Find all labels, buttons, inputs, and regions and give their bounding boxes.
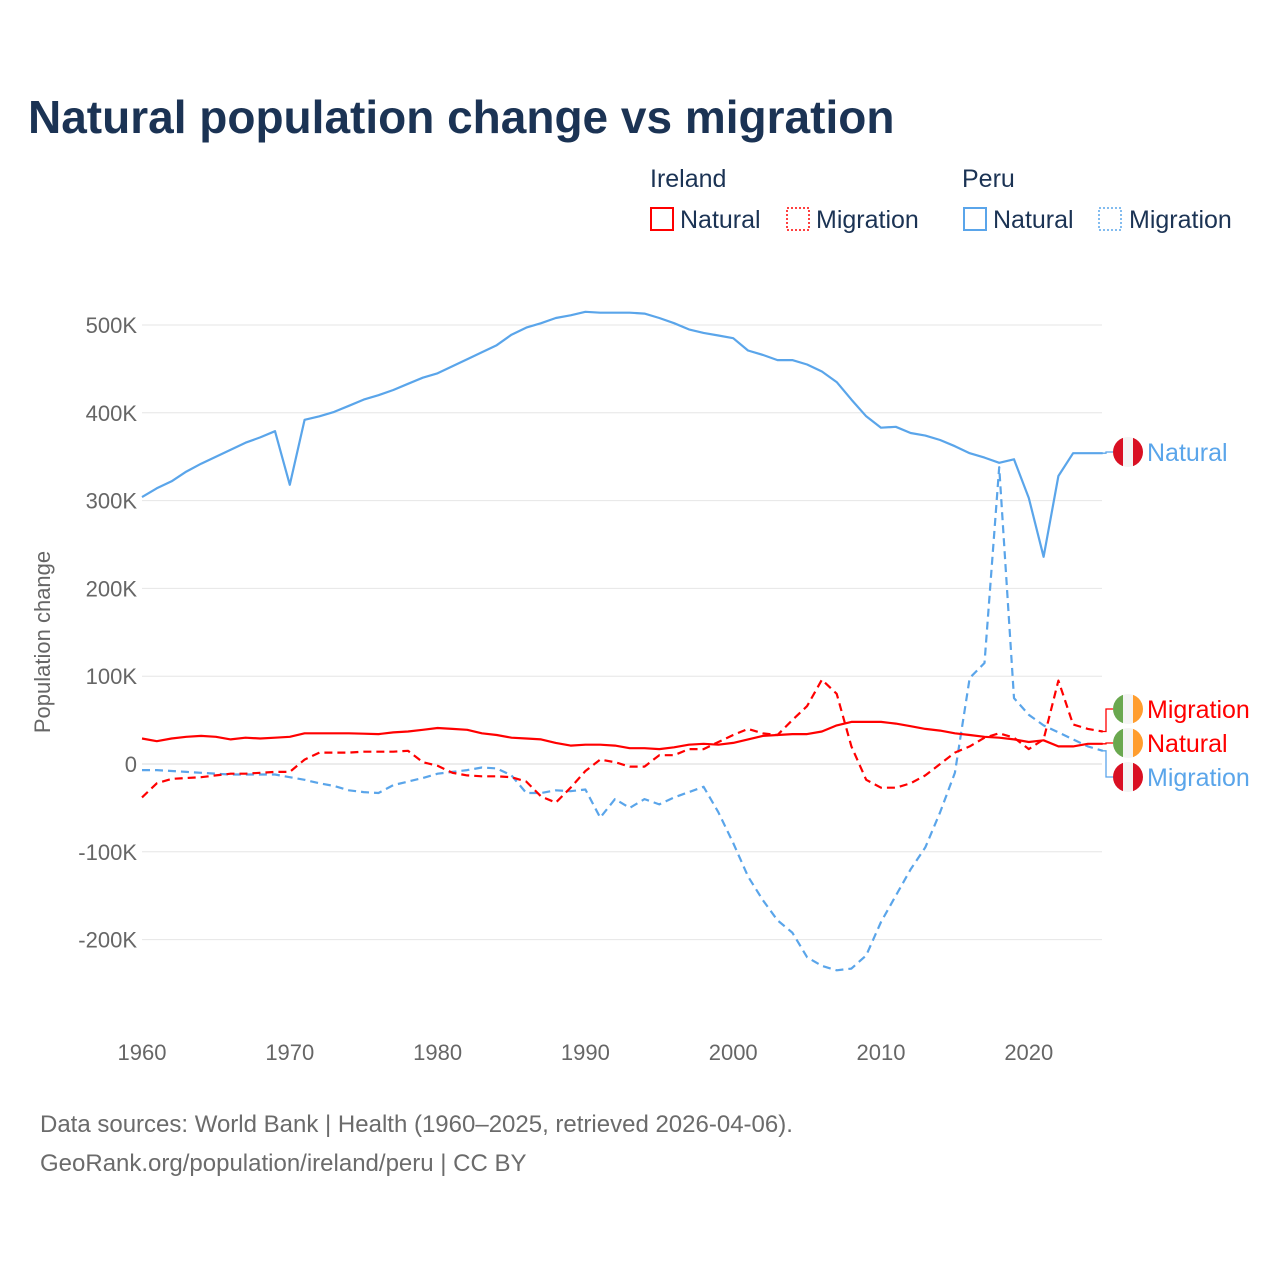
- ireland-flag-icon: [1113, 728, 1143, 758]
- x-tick-label: 1960: [118, 1040, 167, 1065]
- y-tick-label: 200K: [86, 576, 138, 601]
- label-connector: [1102, 742, 1113, 745]
- y-tick-label: 100K: [86, 664, 138, 689]
- series-line-peru-migration[interactable]: [142, 466, 1104, 972]
- label-connector: [1102, 750, 1113, 778]
- end-label-ireland-natural: Natural: [1147, 730, 1228, 758]
- x-tick-label: 2020: [1004, 1040, 1053, 1065]
- y-axis-label: Population change: [30, 551, 55, 733]
- legend-label-peru-natural[interactable]: Natural: [993, 206, 1074, 234]
- peru-flag-icon: [1113, 762, 1143, 792]
- x-tick-label: 2000: [709, 1040, 758, 1065]
- x-tick-label: 1980: [413, 1040, 462, 1065]
- y-tick-label: -100K: [78, 840, 137, 865]
- gridlines: [142, 324, 1102, 941]
- end-label-peru-natural: Natural: [1147, 439, 1228, 467]
- legend-label-peru-migration[interactable]: Migration: [1129, 206, 1232, 234]
- label-connector: [1102, 451, 1113, 454]
- legend-label-ireland-natural[interactable]: Natural: [680, 206, 761, 234]
- legend-swatch-peru-natural[interactable]: [963, 207, 987, 231]
- end-labels: Natural Migration Natural Migration: [1102, 437, 1250, 792]
- legend-swatch-peru-migration[interactable]: [1098, 207, 1122, 231]
- y-tick-label: -200K: [78, 928, 137, 953]
- y-tick-label: 300K: [86, 489, 138, 514]
- y-tick-label: 400K: [86, 401, 138, 426]
- y-tick-label: 500K: [86, 313, 138, 338]
- y-axis: 500K 400K 300K 200K 100K 0 -100K -200K: [78, 313, 137, 953]
- legend-group-ireland: Ireland: [650, 165, 726, 193]
- peru-flag-icon: [1113, 437, 1143, 467]
- end-label-ireland-migration: Migration: [1147, 696, 1250, 724]
- end-label-peru-migration: Migration: [1147, 764, 1250, 792]
- y-tick-label: 0: [125, 752, 137, 777]
- x-tick-label: 1990: [561, 1040, 610, 1065]
- source-line-2[interactable]: GeoRank.org/population/ireland/peru | CC…: [40, 1150, 527, 1177]
- x-tick-label: 2010: [857, 1040, 906, 1065]
- legend: Ireland Natural Migration Peru Natural M…: [650, 165, 1232, 234]
- ireland-flag-icon: [1113, 694, 1143, 724]
- x-axis: 1960 1970 1980 1990 2000 2010 2020: [118, 1040, 1054, 1065]
- x-tick-label: 1970: [265, 1040, 314, 1065]
- legend-swatch-ireland-migration[interactable]: [786, 207, 810, 231]
- series-line-ireland-migration[interactable]: [141, 678, 1103, 804]
- source-line-1: Data sources: World Bank | Health (1960–…: [40, 1111, 793, 1138]
- legend-swatch-ireland-natural[interactable]: [650, 207, 674, 231]
- series-lines: [141, 310, 1104, 972]
- label-connector: [1102, 708, 1113, 733]
- legend-label-ireland-migration[interactable]: Migration: [816, 206, 919, 234]
- series-line-peru-natural[interactable]: [141, 310, 1103, 558]
- legend-group-peru: Peru: [962, 165, 1015, 193]
- series-line-ireland-natural[interactable]: [141, 720, 1103, 751]
- chart-title: Natural population change vs migration: [28, 91, 894, 143]
